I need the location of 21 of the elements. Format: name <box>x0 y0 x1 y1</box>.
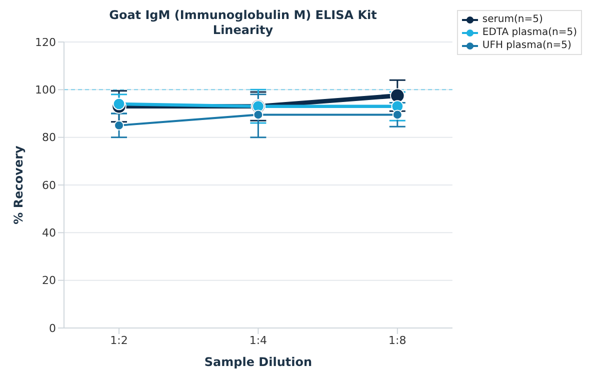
legend-label: UFH plasma(n=5) <box>482 39 572 52</box>
point <box>253 110 264 120</box>
chart-title: Goat IgM (Immunoglobulin M) ELISA Kit Linearity <box>108 8 378 37</box>
x-tick-label: 1:4 <box>249 334 268 347</box>
legend-label: EDTA plasma(n=5) <box>482 26 577 39</box>
y-tick-label: 120 <box>35 36 56 49</box>
point <box>390 88 405 104</box>
y-axis-title: % Recovery <box>11 146 26 224</box>
y-tick-label: 20 <box>42 274 56 288</box>
y-tick-label: 40 <box>42 226 56 240</box>
y-tick-label: 80 <box>42 131 56 144</box>
x-axis-title: Sample Dilution <box>204 355 312 369</box>
x-tick-label: 1:8 <box>388 334 406 347</box>
y-tick-label: 0 <box>49 322 56 335</box>
point <box>392 110 402 120</box>
point <box>112 98 126 110</box>
x-tick-label: 1:2 <box>110 334 128 347</box>
y-tick-label: 100 <box>35 84 56 97</box>
y-tick-label: 60 <box>42 178 56 192</box>
point <box>114 120 124 130</box>
legend-label: serum(n=5) <box>482 13 543 26</box>
